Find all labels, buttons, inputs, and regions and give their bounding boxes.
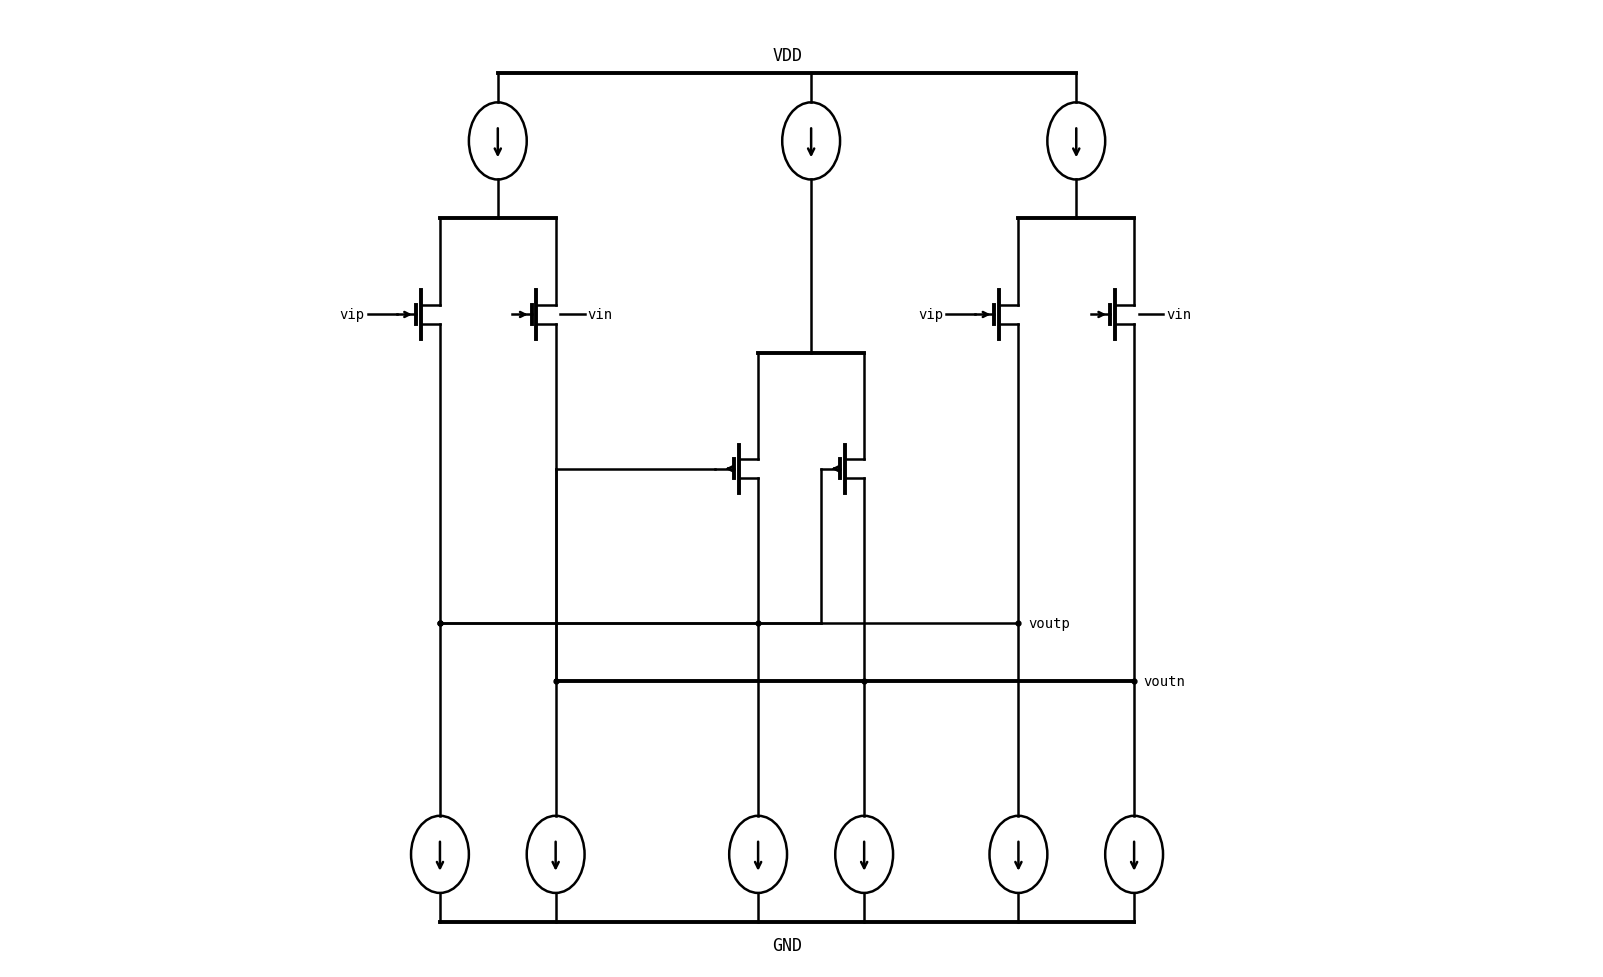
Text: vip: vip <box>340 308 365 322</box>
Text: VDD: VDD <box>773 47 802 64</box>
Text: vin: vin <box>587 308 612 322</box>
Text: voutn: voutn <box>1145 674 1186 688</box>
Text: vip: vip <box>919 308 943 322</box>
Text: voutp: voutp <box>1028 616 1069 630</box>
Text: GND: GND <box>773 936 802 955</box>
Text: vin: vin <box>1165 308 1191 322</box>
